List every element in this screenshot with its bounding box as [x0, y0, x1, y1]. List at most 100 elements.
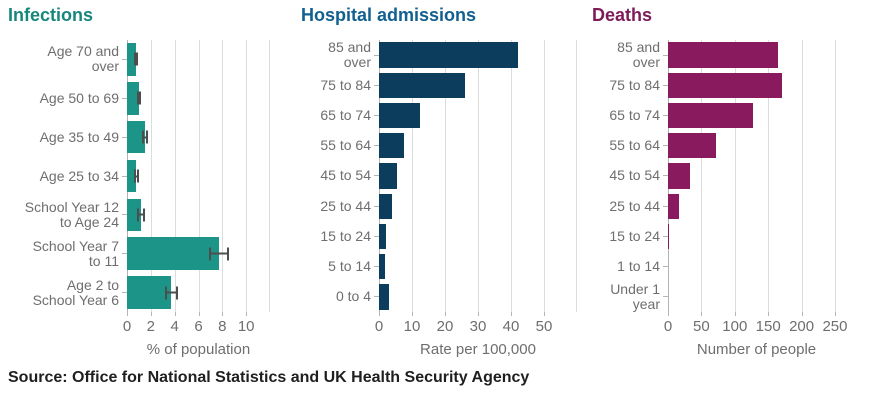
deaths-chart-title: Deaths — [592, 5, 653, 25]
bar-row — [668, 282, 845, 312]
y-axis-label: 65 to 74 — [592, 100, 668, 130]
error-bar-cap — [136, 52, 139, 66]
x-tick-mark — [444, 312, 446, 316]
bar-row — [668, 191, 845, 221]
gridline — [544, 40, 545, 312]
error-bar-line — [209, 252, 230, 255]
y-tick-mark — [374, 266, 379, 268]
plot-area — [668, 40, 845, 312]
bar — [127, 159, 136, 193]
y-tick-mark — [663, 205, 668, 207]
bar — [379, 163, 398, 189]
x-tick-label: 2 — [146, 318, 155, 335]
error-bar-line — [137, 213, 146, 216]
bar — [379, 253, 385, 280]
x-tick-mark — [478, 312, 479, 316]
y-axis-label: 45 to 54 — [592, 161, 668, 191]
gridline — [222, 40, 224, 312]
bar-row — [379, 70, 577, 100]
infections-chart-panel: Infections Age 70 and over Age 50 to 69 Age… — [0, 0, 290, 358]
gridline — [768, 40, 770, 312]
gridline — [510, 40, 512, 312]
error-bar-line — [133, 58, 139, 61]
x-tick-label: 100 — [722, 318, 748, 335]
y-axis-label-text: 65 to 74 — [609, 107, 660, 124]
gridline — [246, 40, 248, 312]
y-axis-label-text: 0 to 4 — [335, 288, 371, 305]
bar — [379, 42, 518, 68]
error-bar-cap — [133, 52, 136, 66]
y-axis-label-text: Age 70 and over — [47, 43, 119, 75]
bar-row — [379, 100, 577, 130]
bar — [127, 198, 141, 232]
bar-row — [668, 100, 845, 130]
infections-chart-body: Age 70 and over Age 50 to 69 Age 35 to 49 Ag… — [8, 40, 290, 358]
y-axis-label-text: 25 to 44 — [609, 197, 660, 214]
y-tick-mark — [122, 136, 127, 138]
y-tick-mark — [374, 84, 379, 86]
y-axis-label: Age 2 to School Year 6 — [8, 273, 127, 312]
error-bar-cap — [139, 91, 142, 105]
y-tick-mark — [122, 58, 127, 60]
y-axis-label-text: School Year 7 to 11 — [32, 237, 119, 269]
y-tick-mark — [122, 214, 127, 216]
y-axis-label: 75 to 84 — [592, 70, 668, 100]
error-bar — [136, 91, 142, 105]
y-axis-label-text: 45 to 54 — [320, 167, 371, 184]
y-tick-mark — [374, 235, 379, 237]
plot-wrap: 0 50 100 150 200 250 Number of people — [664, 40, 847, 358]
x-axis-title: Number of people — [696, 341, 817, 358]
y-axis-label: Under 1 year — [592, 280, 668, 312]
x-tick-mark — [411, 312, 413, 316]
error-bar-line — [136, 97, 142, 100]
bar-row — [127, 195, 270, 234]
bar-row — [127, 157, 270, 196]
y-axis-label: 15 to 24 — [592, 221, 668, 251]
x-tick-label: 150 — [755, 318, 781, 335]
bar — [127, 43, 136, 76]
x-tick-mark — [246, 312, 248, 316]
y-axis-label-text: 75 to 84 — [609, 76, 660, 93]
y-tick-mark — [374, 145, 379, 147]
gridline — [269, 40, 270, 312]
y-axis-label-text: Age 35 to 49 — [39, 128, 119, 145]
x-tick-mark — [127, 312, 128, 316]
hospital-admissions-chart-title: Hospital admissions — [301, 5, 477, 25]
y-axis-label-text: 1 to 14 — [617, 258, 660, 275]
y-tick-mark — [374, 205, 379, 207]
x-tick-mark — [701, 312, 703, 316]
x-tick-mark — [734, 312, 736, 316]
bar — [379, 72, 465, 99]
y-axis-label-text: Under 1 year — [610, 280, 660, 312]
x-tick-mark — [668, 312, 669, 316]
error-bar-cap — [176, 286, 179, 300]
x-tick-label: 50 — [693, 318, 710, 335]
bars-container — [127, 40, 270, 312]
x-tick-label: 10 — [403, 318, 421, 335]
y-axis-label-text: 75 to 84 — [320, 76, 371, 93]
error-bar-cap — [146, 130, 149, 144]
x-tick-label: 0 — [122, 318, 132, 335]
bar — [668, 163, 691, 189]
charts-row: Infections Age 70 and over Age 50 to 69 Age… — [0, 0, 847, 358]
y-axis-label-text: 45 to 54 — [609, 167, 660, 184]
bar-row — [379, 221, 577, 251]
y-tick-mark — [374, 115, 379, 117]
y-axis-label-text: 25 to 44 — [320, 197, 371, 214]
x-tick-mark — [222, 312, 224, 316]
y-axis: 85 and over 75 to 84 65 to 74 55 to 64 45 to … — [592, 40, 668, 312]
x-tick-label: 50 — [535, 318, 553, 335]
error-bar — [209, 247, 230, 261]
y-axis-label: 25 to 44 — [592, 191, 668, 221]
y-tick-mark — [122, 292, 127, 294]
y-axis-label: 0 to 4 — [301, 282, 379, 312]
error-bar-cap — [133, 169, 136, 183]
x-tick-label: 4 — [170, 318, 179, 335]
error-bar — [165, 286, 179, 300]
bar — [668, 193, 680, 219]
y-axis-label: School Year 7 to 11 — [8, 234, 127, 273]
error-bar — [133, 169, 139, 183]
bar-row — [379, 191, 577, 221]
y-tick-mark — [663, 235, 668, 237]
x-tick-label: 10 — [237, 318, 255, 335]
